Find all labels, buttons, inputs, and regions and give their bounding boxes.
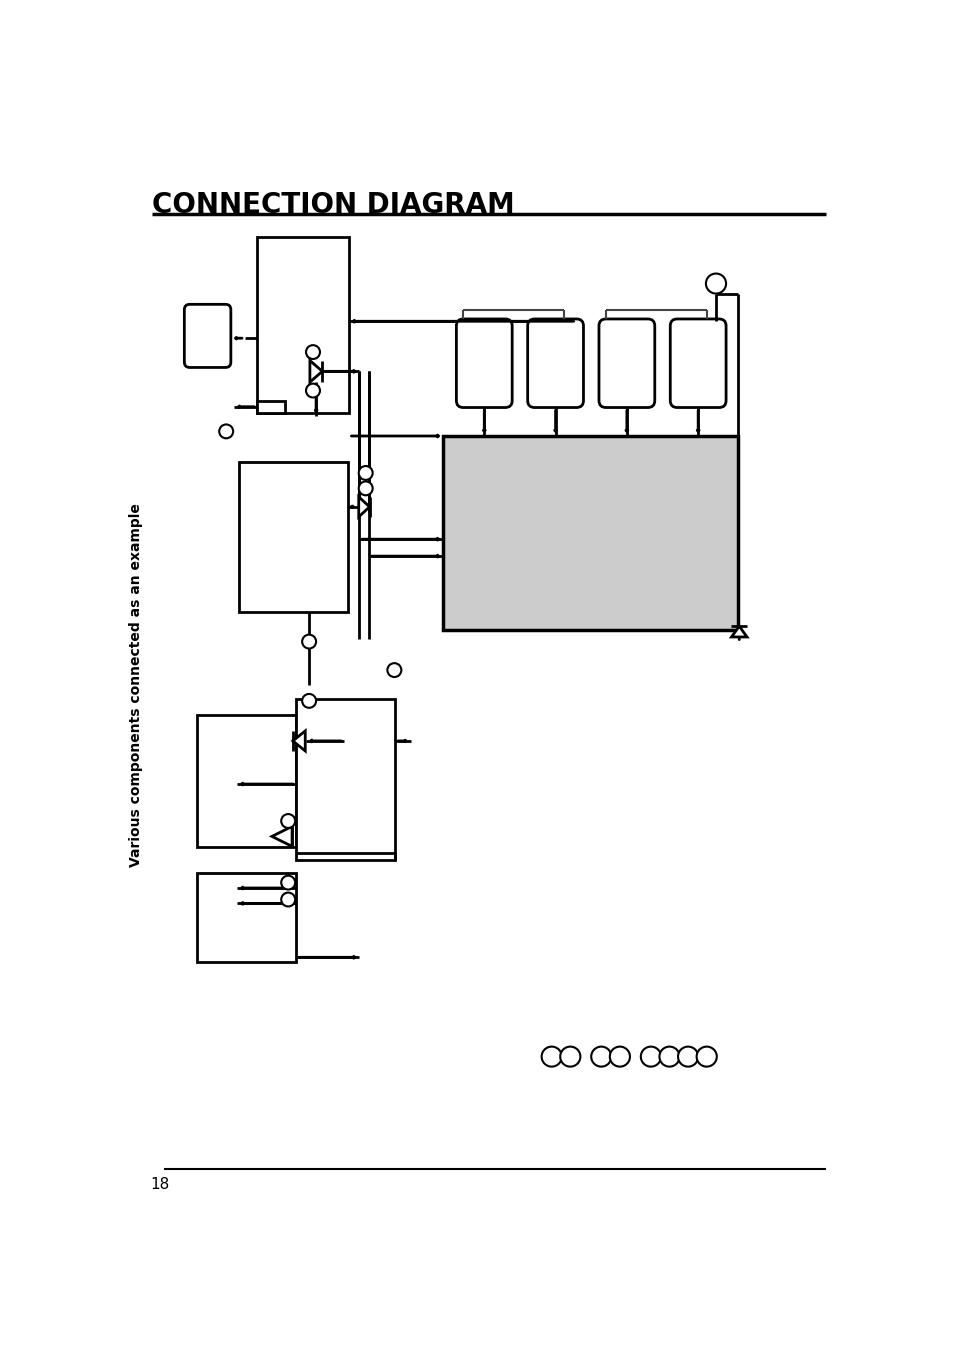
Circle shape [281,893,294,907]
Text: Various components connected as an example: Various components connected as an examp… [130,503,143,867]
Circle shape [696,1047,716,1067]
FancyBboxPatch shape [527,318,583,407]
Circle shape [559,1047,579,1067]
Polygon shape [731,626,746,637]
Text: CONNECTION DIAGRAM: CONNECTION DIAGRAM [152,192,514,219]
Circle shape [281,813,294,828]
Circle shape [302,634,315,649]
FancyBboxPatch shape [184,305,231,367]
Circle shape [387,664,401,677]
Circle shape [591,1047,611,1067]
Bar [239,463,348,612]
Circle shape [609,1047,629,1067]
Circle shape [678,1047,698,1067]
Polygon shape [293,731,305,751]
Circle shape [705,274,725,294]
Circle shape [358,465,373,480]
FancyBboxPatch shape [598,318,654,407]
Circle shape [541,1047,561,1067]
Bar [196,715,295,847]
Bar [295,699,395,859]
FancyBboxPatch shape [456,318,512,407]
Circle shape [640,1047,660,1067]
Polygon shape [358,496,369,517]
Bar [443,436,737,630]
Text: 18: 18 [150,1176,170,1191]
Circle shape [358,482,373,495]
Circle shape [306,345,319,359]
Circle shape [306,383,319,398]
Polygon shape [310,360,322,382]
Circle shape [302,693,315,708]
Circle shape [659,1047,679,1067]
Bar [196,873,295,962]
Bar [257,237,348,413]
Circle shape [281,876,294,889]
FancyBboxPatch shape [670,318,725,407]
Bar [257,401,285,413]
Polygon shape [272,827,292,846]
Circle shape [219,425,233,438]
